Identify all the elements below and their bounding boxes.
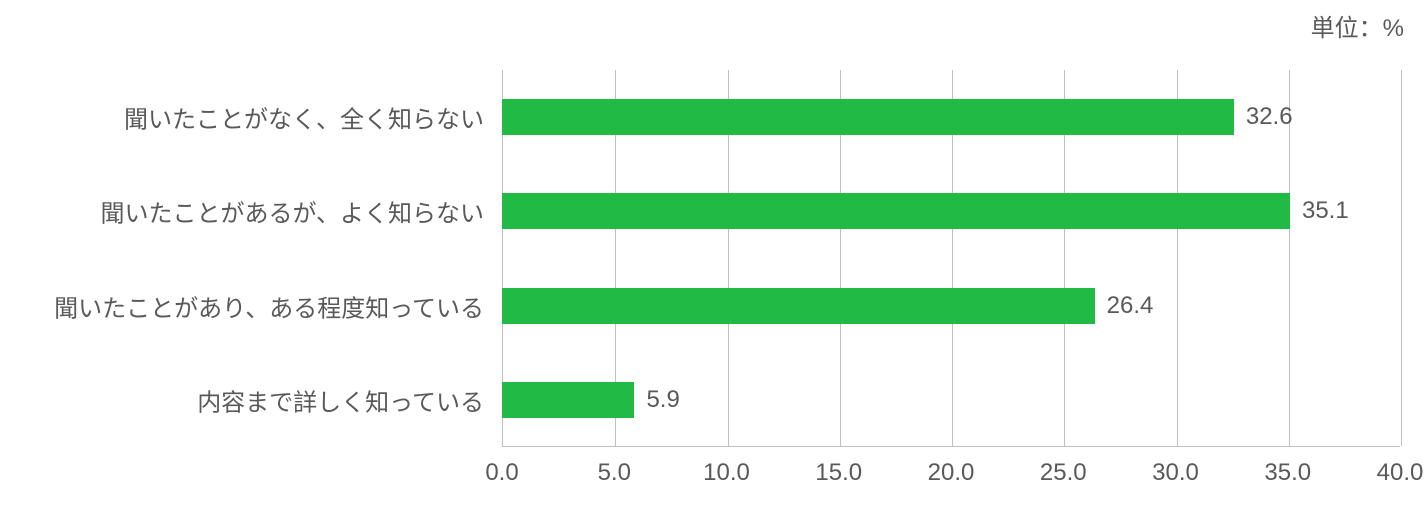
x-tick-label: 40.0 xyxy=(1377,459,1424,487)
x-tick-label: 5.0 xyxy=(598,459,631,487)
bar xyxy=(502,99,1234,135)
bar xyxy=(502,382,634,418)
category-label: 聞いたことがなく、全く知らない xyxy=(124,100,484,135)
value-label: 35.1 xyxy=(1302,197,1349,225)
x-tick-label: 15.0 xyxy=(815,459,862,487)
bar xyxy=(502,193,1290,229)
bar xyxy=(502,288,1095,324)
value-label: 32.6 xyxy=(1246,103,1293,131)
unit-label: 単位：% xyxy=(1311,8,1404,43)
value-label: 26.4 xyxy=(1107,292,1154,320)
category-label: 聞いたことがあるが、よく知らない xyxy=(100,194,484,229)
category-label: 内容まで詳しく知っている xyxy=(197,382,484,417)
gridline xyxy=(1401,70,1402,446)
x-tick-label: 0.0 xyxy=(485,459,518,487)
x-tick-label: 35.0 xyxy=(1264,459,1311,487)
category-label: 聞いたことがあり、ある程度知っている xyxy=(54,288,484,323)
x-tick-label: 25.0 xyxy=(1040,459,1087,487)
value-label: 5.9 xyxy=(646,386,679,414)
x-tick-label: 30.0 xyxy=(1152,459,1199,487)
bar-chart: 単位：% 0.0 5.0 10.0 15.0 20.0 25.0 30.0 35.0 40.0 聞… xyxy=(0,0,1424,516)
x-tick-label: 10.0 xyxy=(703,459,750,487)
x-tick-label: 20.0 xyxy=(928,459,975,487)
